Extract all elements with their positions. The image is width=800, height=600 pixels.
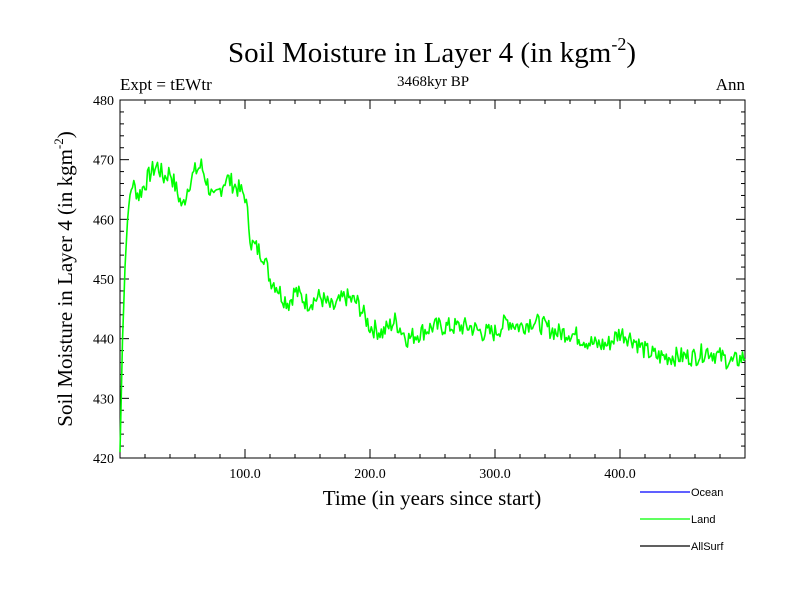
x-tick-label: 400.0 (604, 467, 636, 482)
y-tick-label: 470 (93, 154, 114, 169)
y-tick-label: 460 (93, 213, 114, 228)
y-tick-label: 430 (93, 392, 114, 407)
legend: Ocean Land AllSurf (640, 487, 724, 553)
series-line-land (119, 158, 746, 453)
x-tick-label: 200.0 (354, 467, 386, 482)
x-tick-labels: 100.0 200.0 300.0 400.0 (229, 467, 636, 482)
x-tick-label: 100.0 (229, 467, 261, 482)
y-axis-label: Soil Moisture in Layer 4 (in kgm-2) (51, 131, 77, 426)
y-tick-labels: 420 430 440 450 460 470 480 (93, 94, 114, 467)
series-group (119, 158, 746, 453)
x-axis-label: Time (in years since start) (323, 486, 542, 510)
subtitle-left: Expt = tEWtr (120, 75, 212, 94)
legend-label-land: Land (691, 514, 715, 526)
y-tick-label: 450 (93, 273, 114, 288)
axis-ticks (120, 99, 745, 459)
y-tick-label: 420 (93, 452, 114, 467)
plot-frame (119, 99, 746, 459)
chart-title: Soil Moisture in Layer 4 (in kgm-2) (228, 34, 636, 69)
legend-label-allsurf: AllSurf (691, 541, 724, 553)
subtitle-right: Ann (716, 75, 746, 94)
subtitle-center: 3468kyr BP (397, 74, 469, 90)
y-tick-label: 440 (93, 333, 114, 348)
legend-label-ocean: Ocean (691, 487, 723, 499)
y-tick-label: 480 (93, 94, 114, 109)
x-tick-label: 300.0 (479, 467, 511, 482)
